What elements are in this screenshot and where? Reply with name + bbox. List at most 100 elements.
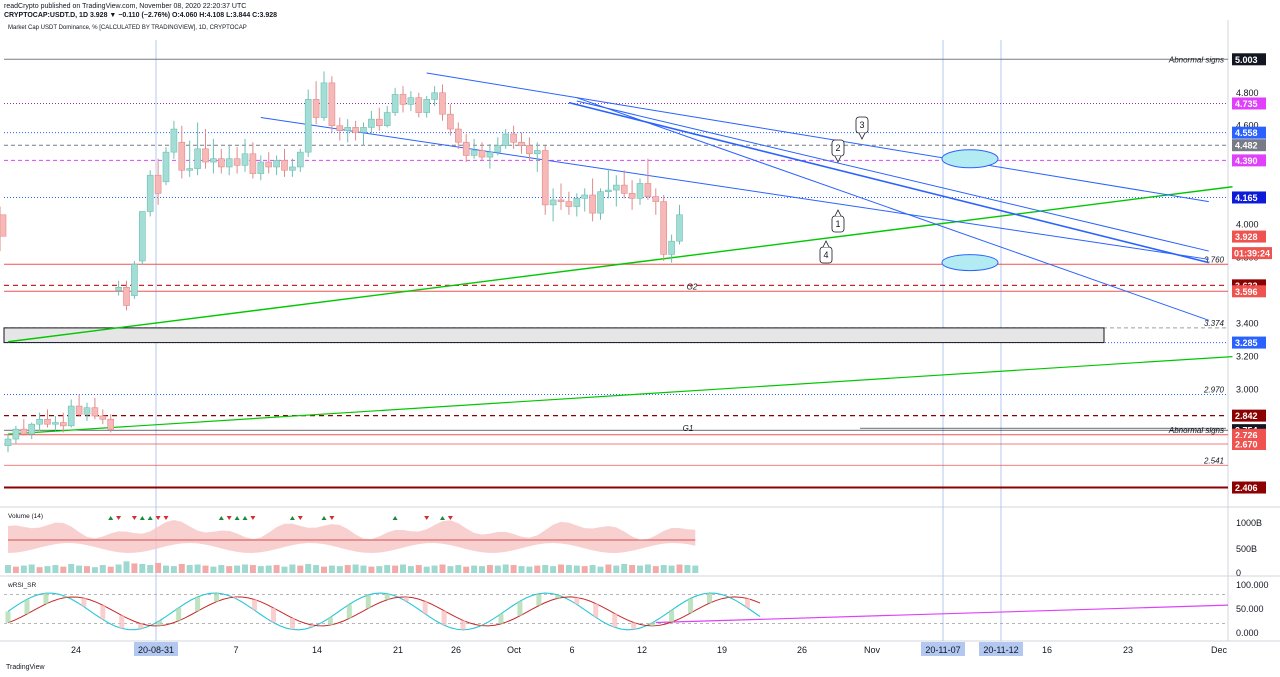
volume-down-marker <box>424 516 430 520</box>
candle-down <box>218 158 225 168</box>
candle-down <box>652 196 660 202</box>
target-ellipse-lower <box>941 254 999 272</box>
candle-down <box>265 161 273 168</box>
volume-band <box>8 520 696 553</box>
price-axis[interactable]: 4.8004.6004.0003.8003.4003.2003.0005.003… <box>1232 53 1272 494</box>
rsi-tick-label: 0.000 <box>1236 628 1259 638</box>
volume-bar <box>494 565 501 573</box>
candle-up <box>12 428 20 440</box>
candle-down <box>447 113 454 130</box>
candle-up <box>225 158 233 168</box>
candle-down <box>462 141 470 156</box>
rsi-tick-label: 100.000 <box>1236 580 1269 590</box>
candle-down <box>557 199 565 202</box>
volume-bar <box>415 565 422 573</box>
callout-number: 4 <box>823 250 828 260</box>
candle-up <box>612 184 620 191</box>
candle-down <box>399 94 407 105</box>
volume-bar <box>52 565 59 573</box>
candle-down <box>620 184 628 194</box>
volume-bar <box>107 566 114 573</box>
callout-number: 3 <box>859 120 864 130</box>
candle-up <box>668 240 675 255</box>
trendline <box>576 100 1209 252</box>
volume-bar <box>178 563 185 573</box>
volume-bar <box>155 562 162 573</box>
time-axis[interactable]: 24 20-08-31 7 14 21 26 Oct 6 12 19 26 Nov 20-11-07 20… <box>71 642 1228 656</box>
volume-up-marker <box>147 516 153 520</box>
level-label: 2.970 <box>1203 386 1225 395</box>
price-tick-label: 3.000 <box>1236 385 1259 395</box>
volume-down-marker <box>250 516 256 520</box>
level-label: 3.760 <box>1204 255 1225 264</box>
candle-up <box>296 151 304 168</box>
price-tag-bg <box>1232 428 1266 441</box>
candle-down <box>510 133 517 143</box>
volume-bar <box>305 563 312 573</box>
time-tick-label: Oct <box>507 645 522 655</box>
volume-bar <box>289 564 296 573</box>
candle-up <box>636 183 644 199</box>
volume-bar <box>455 565 462 573</box>
price-tag: 3.928 <box>1235 232 1258 242</box>
candle-down <box>233 158 241 166</box>
price-tag-bg <box>1232 126 1266 139</box>
level-label: 2.541 <box>1203 456 1224 465</box>
price-tag: 2.670 <box>1235 439 1258 449</box>
volume-bar <box>328 565 335 573</box>
candle-down <box>454 128 462 143</box>
candle-up <box>320 82 328 118</box>
price-tag: 2.726 <box>1235 430 1258 440</box>
volume-down-marker <box>116 516 122 520</box>
volume-bar <box>597 566 604 573</box>
candle-up <box>170 128 178 153</box>
volume-up-marker <box>242 516 248 520</box>
volume-up-marker <box>234 516 240 520</box>
callout-number: 1 <box>835 219 840 229</box>
candles <box>0 71 683 453</box>
volume-down-marker <box>163 516 169 520</box>
volume-bar <box>368 566 375 573</box>
volume-bar <box>321 566 327 573</box>
candle-down <box>478 150 486 158</box>
support-line-upper <box>7 186 1233 343</box>
date-highlight-label: 20-11-07 <box>925 645 960 655</box>
candle-down <box>628 193 636 199</box>
volume-bar <box>526 566 533 573</box>
volume-bar <box>115 564 122 573</box>
volume-bar <box>684 565 691 573</box>
volume-down-marker <box>226 516 232 520</box>
candle-up <box>597 191 604 214</box>
volume-bar <box>249 565 256 573</box>
volume-bar <box>668 565 675 573</box>
volume-down-marker <box>447 516 453 520</box>
volume-bar <box>621 563 628 573</box>
grey-zone-rect <box>3 327 1105 344</box>
volume-bar <box>447 566 454 573</box>
volume-bar <box>550 566 557 573</box>
candle-down <box>123 287 130 306</box>
abnormal-signs-label: Abnormal signs <box>1168 426 1224 435</box>
date-highlight-bg <box>921 642 965 656</box>
candle-down <box>644 183 652 197</box>
candle-up <box>210 158 217 163</box>
candle-up <box>146 174 154 212</box>
candle-up <box>431 92 438 100</box>
candle-up <box>533 150 541 155</box>
candle-down <box>0 214 7 237</box>
callout: 4 <box>819 240 833 264</box>
price-tag-bg <box>1232 481 1266 494</box>
candle-up <box>391 94 399 113</box>
volume-bar <box>91 567 98 573</box>
volume-bar <box>84 566 90 573</box>
volume-bar <box>131 563 138 573</box>
trendline-bold <box>568 101 1209 264</box>
trendline <box>260 117 1209 260</box>
volume-bar <box>581 566 588 573</box>
volume-bar <box>479 566 485 573</box>
volume-bar <box>605 564 612 573</box>
support-line-lower <box>7 355 1233 435</box>
volume-bar <box>486 565 493 573</box>
candle-down <box>439 92 446 115</box>
